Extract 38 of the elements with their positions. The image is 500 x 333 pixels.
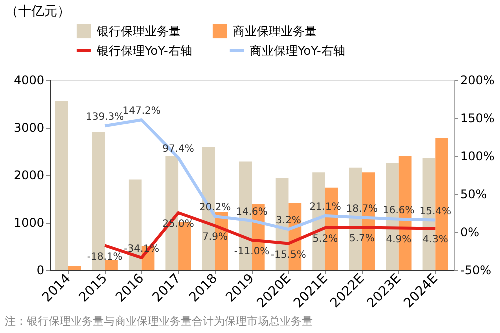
data-label: 97.4% xyxy=(162,144,194,155)
text: 注：银行保理业务量与商业保理业务量合计为保理市场总业务量 xyxy=(5,315,313,328)
bar xyxy=(56,101,68,270)
data-label: -18.1% xyxy=(87,252,123,263)
bar xyxy=(68,266,82,270)
data-label: 21.1% xyxy=(310,202,342,213)
data-label: 16.6% xyxy=(383,205,415,216)
legend-label: 商业保理YoY-右轴 xyxy=(250,44,346,58)
data-label: 5.2% xyxy=(312,234,338,246)
y-tick-label: 2000 xyxy=(14,168,44,182)
y-axis-title: （十亿元） xyxy=(6,4,70,20)
data-label: 20.2% xyxy=(199,202,232,214)
data-label: 5.7% xyxy=(349,234,375,245)
data-label: 139.3% xyxy=(86,112,124,124)
bar xyxy=(105,260,118,270)
y2-tick-label: 50% xyxy=(460,188,488,202)
data-label: 3.2% xyxy=(276,216,302,227)
data-label: 147.2% xyxy=(122,106,161,118)
data-label: -11.0% xyxy=(234,246,270,258)
y2-tick-label: -50% xyxy=(460,264,492,278)
y2-tick-label: 100% xyxy=(460,150,495,164)
data-label: 7.9% xyxy=(202,232,228,243)
legend-label: 商业保理业务量 xyxy=(233,24,317,38)
data-label: 15.4% xyxy=(420,206,452,218)
y-tick-label: 1000 xyxy=(14,216,44,230)
y2-tick-label: 0% xyxy=(460,226,480,240)
legend-label: 银行保理业务量 xyxy=(96,24,181,38)
y2-tick-label: 200% xyxy=(460,74,495,88)
data-label: 14.6% xyxy=(236,206,268,218)
y-tick-label: 0 xyxy=(36,264,44,278)
y2-tick-label: 150% xyxy=(460,112,495,126)
data-label: -15.5% xyxy=(271,250,306,261)
data-label: 4.3% xyxy=(422,234,448,246)
data-label: 4.9% xyxy=(386,234,412,246)
y-tick-label: 4000 xyxy=(14,74,44,88)
y-tick-label: 3000 xyxy=(14,121,44,135)
legend-label: 银行保理YoY-右轴 xyxy=(96,44,192,58)
data-label: 18.7% xyxy=(346,204,378,215)
